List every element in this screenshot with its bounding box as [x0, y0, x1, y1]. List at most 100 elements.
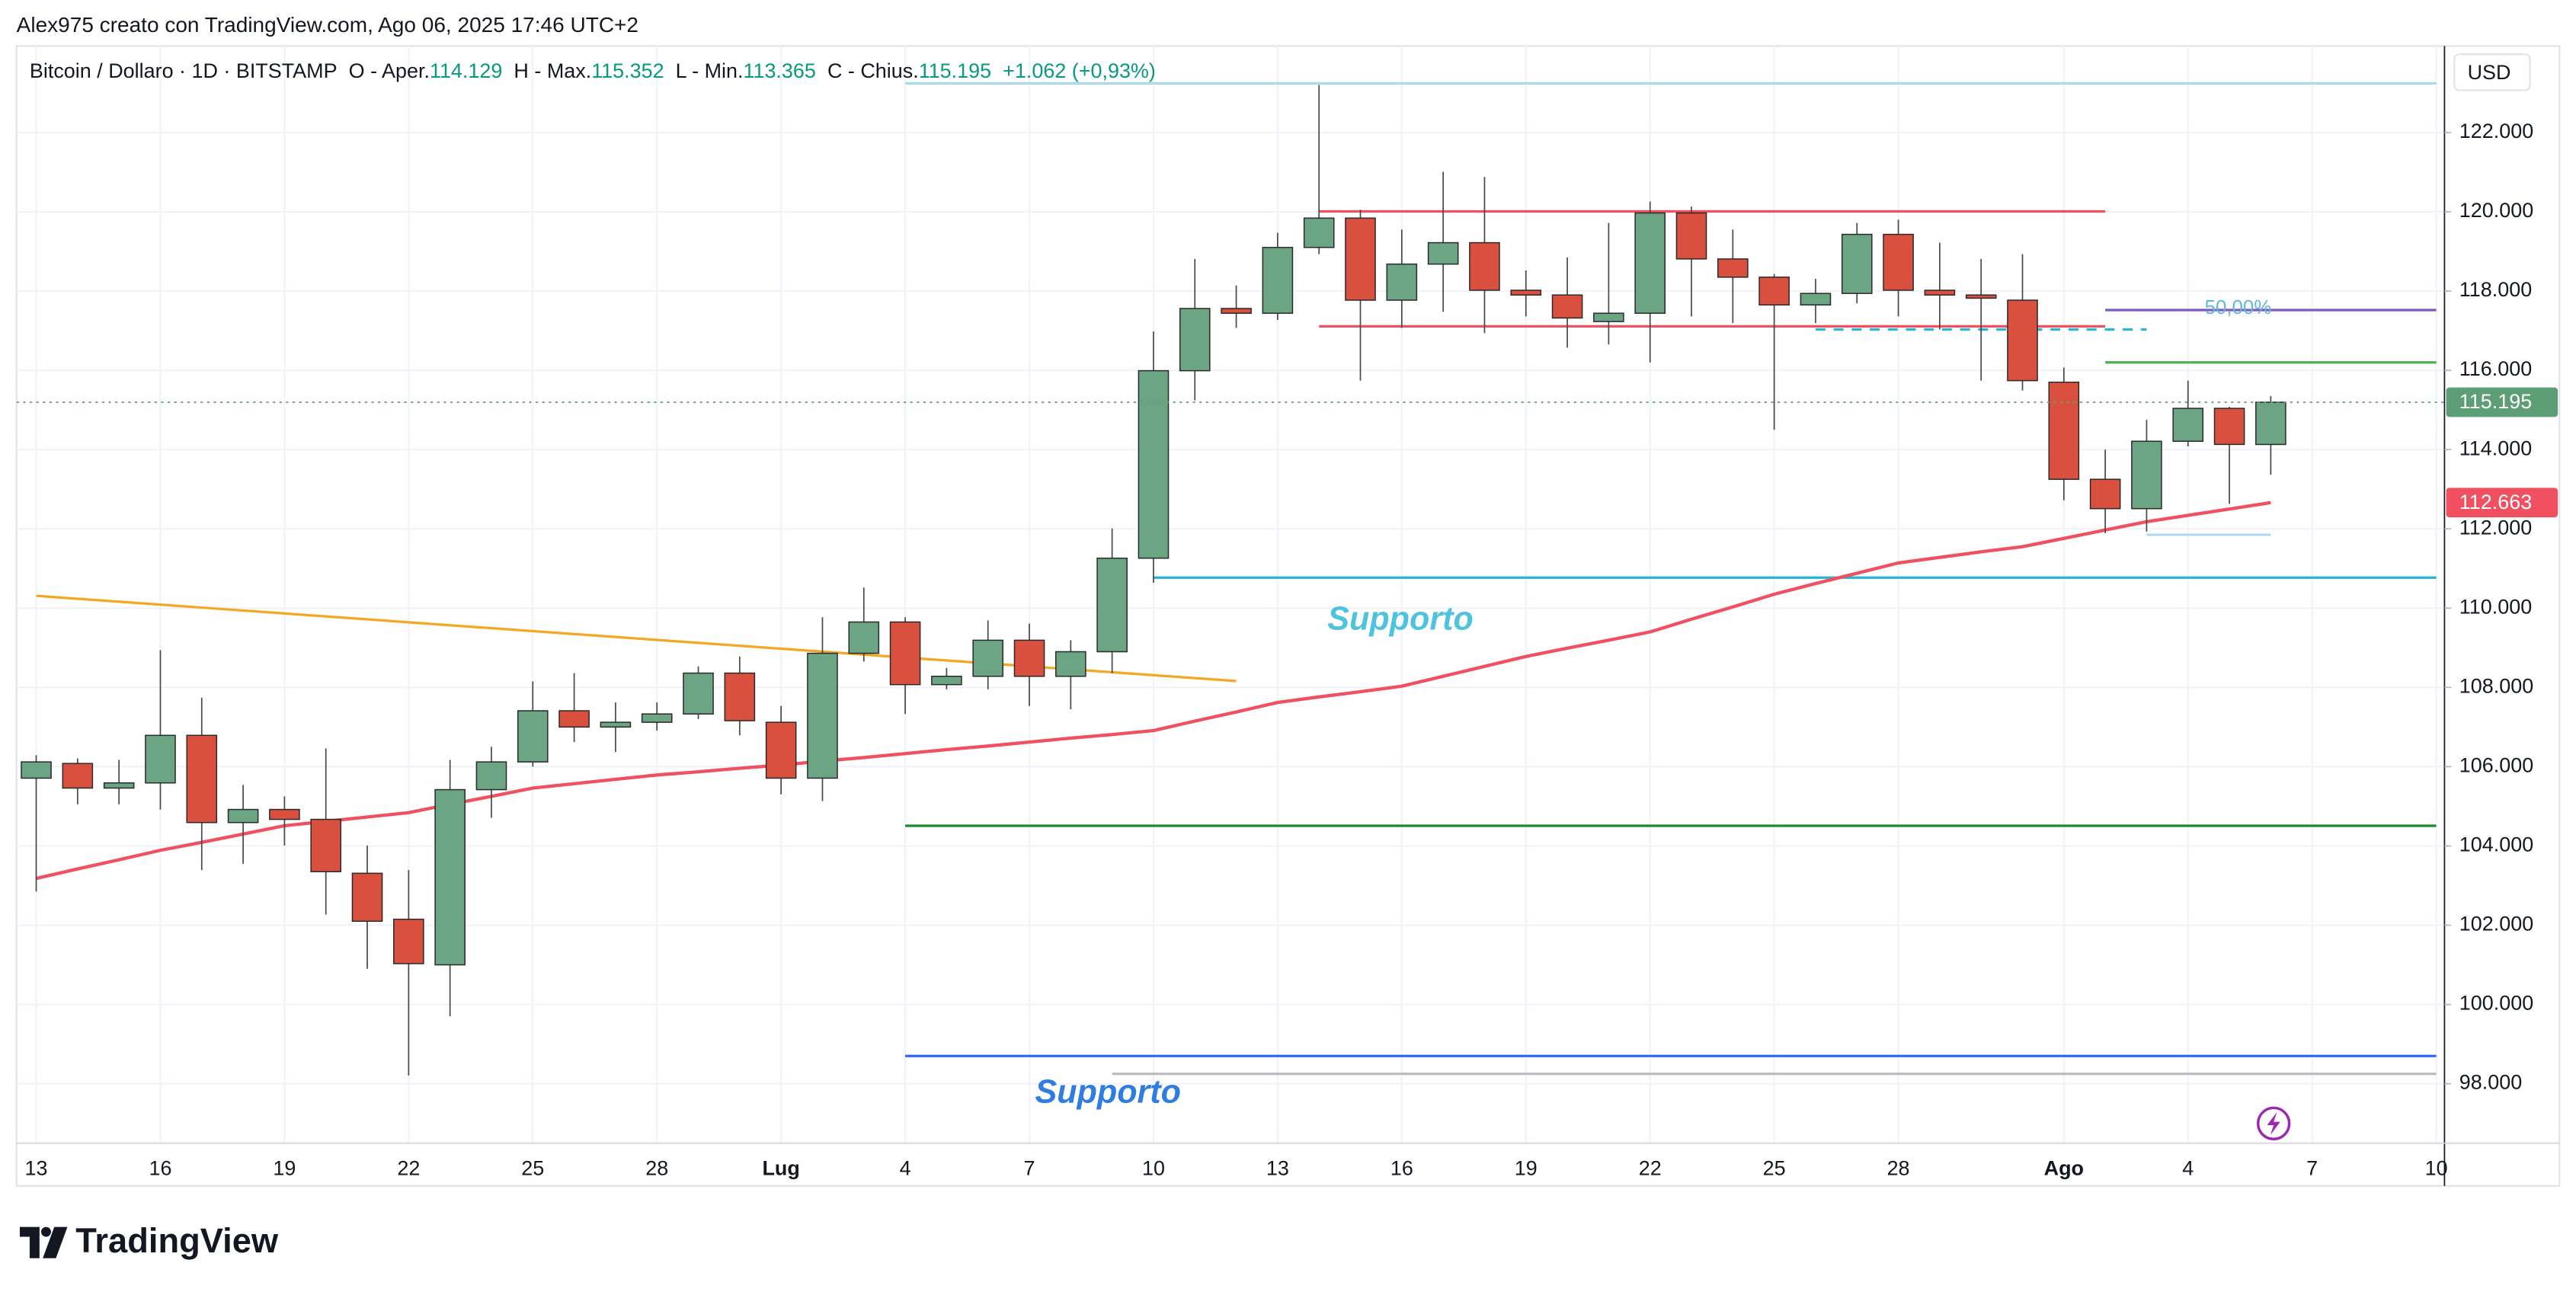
- annotation: Supporto: [1035, 1073, 1181, 1110]
- candle-body: [1924, 289, 1956, 296]
- candle-body: [1510, 289, 1542, 296]
- x-tick-label: Lug: [762, 1156, 799, 1179]
- y-tick-label: 102.000: [2459, 913, 2533, 935]
- legend-value: 114.129: [430, 59, 502, 82]
- candle-body: [2131, 440, 2162, 510]
- x-tick-label: 22: [397, 1156, 420, 1179]
- alert-icon-bolt: [2267, 1111, 2280, 1135]
- currency-label: USD: [2468, 61, 2511, 84]
- x-tick-label: 22: [1639, 1156, 1662, 1179]
- candle-body: [393, 918, 424, 964]
- candle-body: [1013, 639, 1045, 677]
- candle-body: [2255, 401, 2286, 446]
- candle-body: [1841, 233, 1873, 294]
- y-tick-label: 104.000: [2459, 833, 2533, 856]
- legend-change: +1.062 (+0,93%): [1003, 59, 1156, 82]
- candle-body: [21, 761, 52, 779]
- candle-body: [1717, 258, 1749, 278]
- x-tick-label: 10: [2425, 1156, 2448, 1179]
- legend-value: 113.365: [743, 59, 815, 82]
- legend-value: 115.195: [919, 59, 991, 82]
- legend-symbol: Bitcoin / Dollaro · 1D · BITSTAMP: [30, 59, 338, 82]
- y-tick-label: 110.000: [2459, 595, 2532, 618]
- price-label-box: [2446, 387, 2558, 417]
- candle-body: [1096, 557, 1128, 653]
- axis-layer: 98.000 100.000 102.000 104.000 106.000 108.00…: [16, 120, 2558, 1179]
- x-tick-label: Ago: [2044, 1156, 2084, 1179]
- candle-body: [186, 734, 218, 823]
- candle-body: [2172, 408, 2204, 442]
- candle-body: [517, 710, 549, 763]
- alert-icon-circle: [2256, 1106, 2291, 1140]
- candle-body: [2089, 478, 2121, 510]
- brand-logo: TradingView: [19, 1221, 279, 1260]
- candle-body: [2048, 381, 2080, 480]
- legend-value: 115.352: [591, 59, 664, 82]
- candle-body: [1675, 212, 1707, 260]
- annotation: Supporto: [1327, 600, 1474, 637]
- candle-body: [1345, 217, 1376, 301]
- candle-body: [641, 713, 673, 723]
- y-tick-label: 98.000: [2459, 1071, 2522, 1094]
- alert-icon: [2256, 1106, 2291, 1140]
- y-tick-label: 100.000: [2459, 992, 2533, 1015]
- candle-body: [1386, 263, 1418, 301]
- x-tick-label: 4: [900, 1156, 911, 1179]
- y-tick-label: 118.000: [2459, 278, 2532, 301]
- y-tick-label: 122.000: [2459, 120, 2533, 142]
- x-tick-label: 13: [25, 1156, 48, 1179]
- candle-body: [1551, 294, 1583, 319]
- candle-body: [848, 621, 880, 654]
- price-label-box: [2446, 488, 2558, 518]
- legend-key: H - Max.: [514, 59, 591, 82]
- x-tick-label: 25: [521, 1156, 544, 1179]
- candle-body: [2213, 408, 2245, 446]
- candle-body: [807, 652, 838, 779]
- candle-body: [1179, 308, 1211, 372]
- brand-name: TradingView: [75, 1221, 279, 1260]
- x-tick-label: 25: [1763, 1156, 1786, 1179]
- candle-body: [1593, 312, 1624, 322]
- candle-body: [765, 721, 797, 779]
- candle-body: [889, 621, 921, 686]
- x-tick-label: 28: [645, 1156, 668, 1179]
- candle-body: [1262, 247, 1294, 314]
- candle-body: [310, 818, 342, 873]
- x-tick-label: 4: [2182, 1156, 2194, 1179]
- y-tick-label: 116.000: [2459, 357, 2532, 380]
- x-tick-label: 16: [149, 1156, 171, 1179]
- candle-body: [931, 676, 962, 686]
- y-tick-label: 114.000: [2459, 437, 2532, 459]
- legend: Bitcoin / Dollaro · 1D · BITSTAMP O - Ape…: [30, 59, 1156, 82]
- x-tick-label: 19: [273, 1156, 296, 1179]
- candle-body: [1758, 277, 1790, 306]
- x-tick-label: 10: [1142, 1156, 1165, 1179]
- x-tick-label: 19: [1515, 1156, 1538, 1179]
- y-tick-label: 106.000: [2459, 754, 2533, 777]
- price-label: 115.195: [2459, 390, 2532, 413]
- logo-slash: [43, 1226, 68, 1258]
- candle-body: [724, 672, 756, 721]
- candle-body: [227, 808, 259, 823]
- candle-body: [434, 788, 466, 966]
- candle-body: [1469, 241, 1500, 291]
- candle-body: [475, 761, 507, 791]
- candle-body: [1221, 308, 1252, 314]
- candles-layer: [21, 85, 2286, 1076]
- x-tick-label: 13: [1266, 1156, 1289, 1179]
- chart-frame: [15, 45, 2561, 1187]
- candle-body: [62, 763, 94, 789]
- candle-body: [1138, 369, 1170, 559]
- annotation: 50,00%: [2205, 297, 2272, 318]
- candle-body: [1055, 651, 1086, 677]
- logo-mark: [19, 1226, 40, 1258]
- x-tick-label: 7: [2306, 1156, 2318, 1179]
- candle-body: [145, 734, 176, 784]
- legend-key: C - Chius.: [827, 59, 919, 82]
- candle-body: [2007, 299, 2038, 382]
- candle-body: [683, 672, 714, 715]
- logo-dot: [41, 1226, 51, 1237]
